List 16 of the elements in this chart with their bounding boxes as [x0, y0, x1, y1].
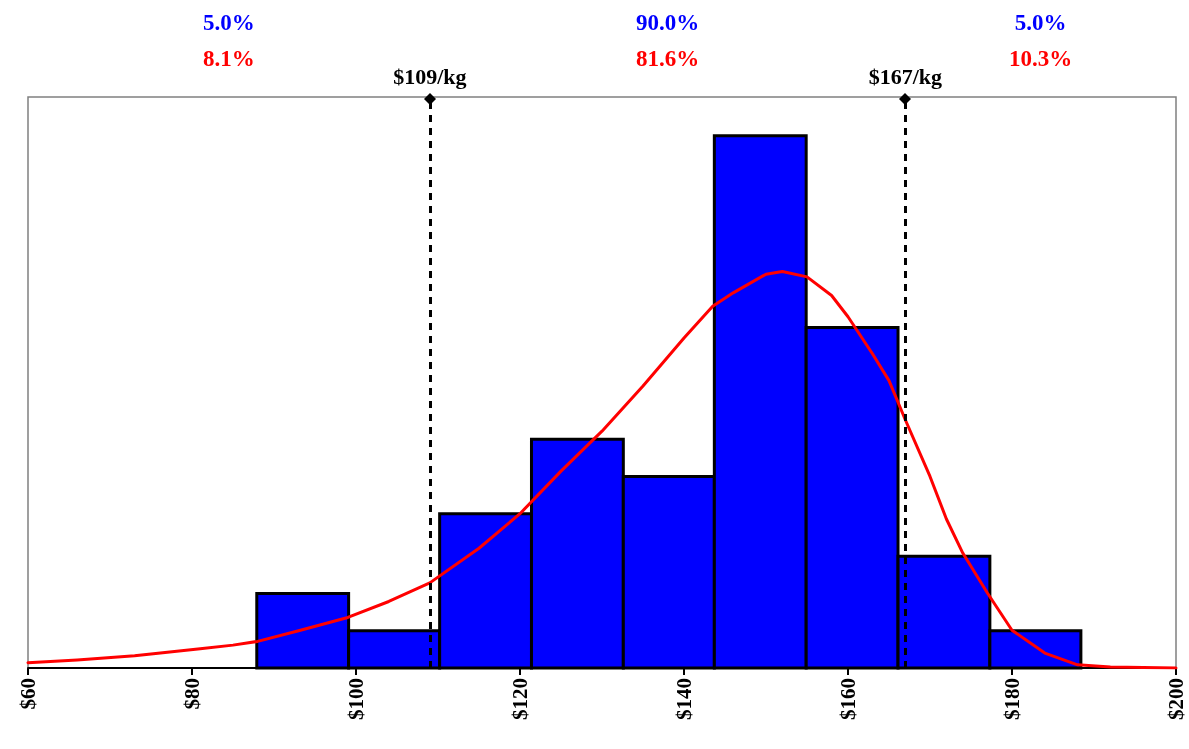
x-tick-label: $180: [1000, 678, 1024, 720]
x-tick-label: $140: [672, 678, 696, 720]
x-tick-label: $100: [344, 678, 368, 720]
x-tick-label: $160: [836, 678, 860, 720]
text: 10.3%: [1009, 45, 1073, 71]
x-tick-label: $120: [508, 678, 532, 720]
ref-line-label: $167/kg: [868, 63, 943, 89]
text: 8.1%: [203, 45, 255, 71]
text: 5.0%: [1014, 9, 1067, 35]
ref-line-label: $109/kg: [393, 63, 467, 89]
text: 5.0%: [203, 9, 255, 35]
text: 81.6%: [635, 45, 700, 71]
text: 90.0%: [635, 9, 700, 35]
x-tick-label: $200: [1164, 678, 1188, 720]
x-tick-label: $60: [16, 678, 40, 710]
x-tick-label: $80: [180, 678, 204, 710]
